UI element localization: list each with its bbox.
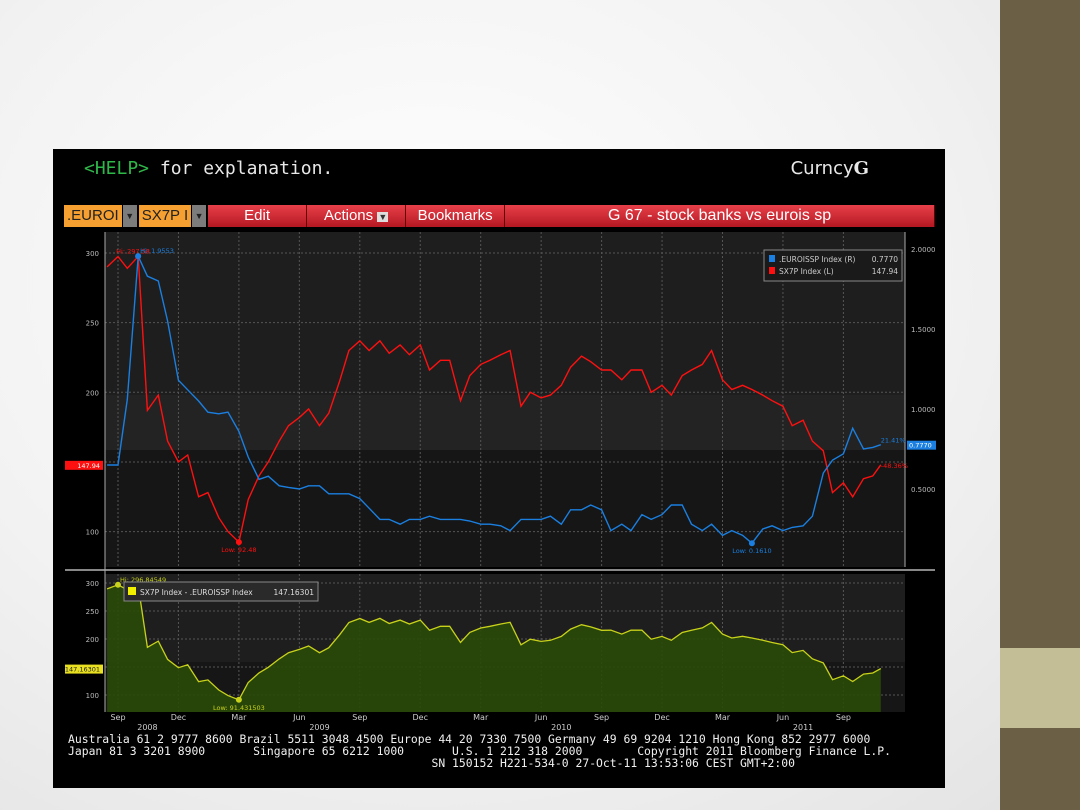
left-axis-tick-label: 250 [86, 320, 99, 328]
x-tick-label: Jun [534, 713, 548, 722]
chart-canvas: Sep Dec Mar Jun Sep Dec Mar Jun Sep Dec Mar Jun Sep 2… [65, 232, 936, 732]
euroissp-low-label: Low: 0.1610 [732, 547, 771, 555]
spread-current-value: 147.16301 [65, 666, 100, 674]
x-year-label: 2010 [551, 723, 571, 732]
actions-dropdown-icon: ▼ [377, 212, 389, 222]
brand-key: G [853, 158, 869, 179]
euroissp-high-label: Hi: 1.9553 [140, 247, 174, 255]
legend-spread-name: SX7P Index - .EUROISSP Index [140, 588, 253, 597]
right-axis-tick-label: 0.5000 [911, 486, 936, 494]
chart-title: G 67 - stock banks vs eurois sp [505, 205, 935, 227]
x-year-label: 2009 [309, 723, 329, 732]
function-label: CurncyG [791, 158, 869, 179]
bookmarks-button[interactable]: Bookmarks [406, 205, 506, 227]
sx7p-change-label: -48.36% [881, 462, 908, 470]
euroissp-change-label: 21.41% [881, 437, 906, 445]
legend-sx7p-name: SX7P Index (L) [779, 267, 834, 276]
sx7p-current-tag [65, 460, 103, 470]
x-year-label: 2008 [137, 723, 157, 732]
legend-sx7p-value: 147.94 [872, 267, 898, 276]
footer-line-2: Japan 81 3 3201 8900 Singapore 65 6212 1… [68, 744, 891, 758]
spread-low-marker [235, 696, 242, 703]
bloomberg-screen: Sep Dec Mar Jun Sep Dec Mar Jun Sep Dec Mar Jun Sep 2… [53, 149, 945, 788]
x-tick-label: Dec [413, 713, 428, 722]
euroissp-high-marker [135, 253, 142, 260]
x-year-label: 2011 [793, 723, 813, 732]
euroissp-low-marker [748, 540, 755, 547]
spread-high-label: Hi: 296.84549 [120, 576, 166, 584]
main-plot-band [105, 395, 905, 450]
ticker-2-field[interactable]: SX7P I [138, 205, 192, 227]
x-tick-label: Jun [292, 713, 306, 722]
sx7p-low-label: Low: 92.48 [221, 546, 256, 554]
x-tick-label: Mar [473, 713, 489, 722]
help-key[interactable]: <HELP> [84, 158, 150, 179]
x-tick-label: Sep [110, 713, 125, 722]
x-tick-label: Dec [171, 713, 186, 722]
left-axis-tick-label: 200 [86, 389, 99, 397]
ticker-1-field[interactable]: .EUROI [64, 205, 122, 227]
spread-area [107, 584, 881, 712]
toolbar: .EUROI ▼ SX7P I ▼ Edit Actions ▼ Bookmar… [64, 205, 935, 227]
ticker-2-dropdown-icon[interactable]: ▼ [192, 205, 207, 227]
actions-button[interactable]: Actions ▼ [307, 205, 407, 227]
right-axis-tick-label: 1.5000 [911, 326, 936, 334]
slide-accent-block [1000, 648, 1080, 728]
help-text: for explanation. [149, 158, 334, 179]
x-tick-label: Jun [776, 713, 790, 722]
main-legend [763, 249, 903, 282]
lower-axis-tick-label: 300 [86, 580, 99, 588]
legend-euroissp-swatch [769, 255, 775, 262]
x-tick-label: Sep [594, 713, 609, 722]
footer-contacts: Australia 61 2 9777 8600 Brazil 5511 304… [68, 733, 891, 769]
lower-axis-tick-label: 200 [86, 636, 99, 644]
footer-line-1: Australia 61 2 9777 8600 Brazil 5511 304… [68, 732, 871, 746]
euroissp-current-tag [907, 440, 936, 450]
right-axis-tick-label: 2.0000 [911, 246, 936, 254]
legend-euroissp-value: 0.7770 [872, 255, 898, 264]
x-tick-label: Mar [715, 713, 731, 722]
lower-axis-tick-label: 100 [86, 692, 99, 700]
x-tick-label: Mar [231, 713, 247, 722]
x-tick-label: Sep [836, 713, 851, 722]
sx7p-current-value: 147.94 [77, 462, 100, 470]
sx7p-low-marker [235, 539, 242, 546]
actions-label: Actions [323, 207, 374, 224]
lower-axis-tick-label: 250 [86, 608, 99, 616]
ticker-1-dropdown-icon[interactable]: ▼ [122, 205, 137, 227]
x-tick-label: Dec [654, 713, 669, 722]
x-tick-label: Sep [352, 713, 367, 722]
left-axis-tick-label: 100 [86, 529, 99, 537]
edit-button[interactable]: Edit [208, 205, 308, 227]
legend-sx7p-swatch [769, 267, 775, 274]
lower-legend [123, 581, 319, 602]
brand-prefix: Curncy [790, 158, 854, 179]
euroissp-current-value: 0.7770 [909, 442, 932, 450]
left-axis-tick-label: 300 [86, 250, 99, 258]
sx7p-high-label: Hi: 297.58 [116, 247, 150, 255]
spread-current-tag [65, 664, 103, 674]
slide-sidebar [1000, 0, 1080, 810]
legend-euroissp-name: .EUROISSP Index (R) [779, 255, 856, 264]
spread-high-marker [115, 581, 121, 588]
help-prompt: <HELP> for explanation. [84, 158, 333, 179]
right-axis-tick-label: 1.0000 [911, 406, 936, 414]
legend-spread-value: 147.16301 [273, 588, 314, 597]
main-plot-band [105, 450, 905, 567]
footer-line-3: SN 150152 H221-534-0 27-Oct-11 13:53:06 … [68, 756, 795, 770]
legend-spread-swatch [128, 587, 136, 595]
spread-low-label: Low: 91.431503 [213, 704, 265, 712]
